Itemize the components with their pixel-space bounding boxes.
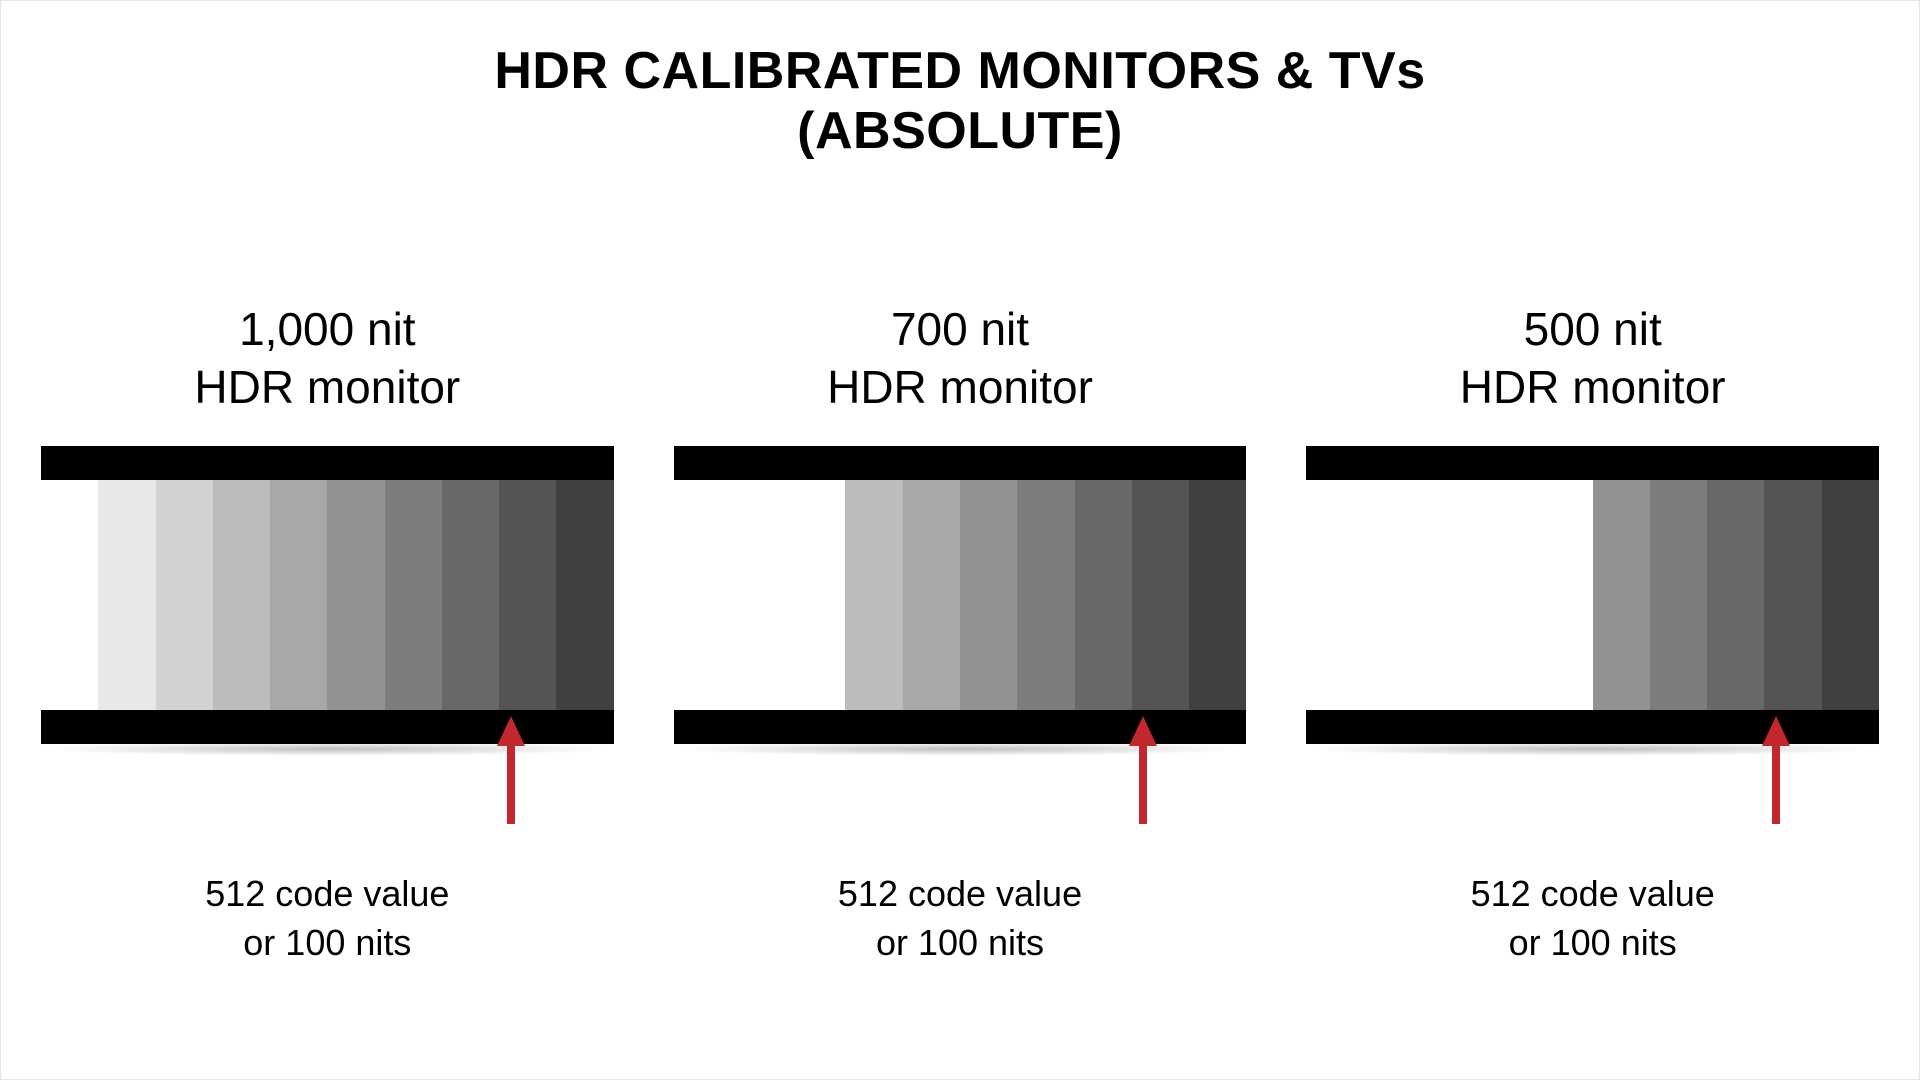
monitor-label: 500 nitHDR monitor	[1460, 301, 1726, 416]
monitor-label-line-2: HDR monitor	[827, 359, 1093, 417]
grayscale-band	[1707, 480, 1764, 710]
up-arrow-icon	[1129, 716, 1157, 824]
bezel-bottom	[41, 710, 614, 744]
bezel-top	[674, 446, 1247, 480]
monitor-label-line-1: 1,000 nit	[194, 301, 460, 359]
grayscale-band	[1650, 480, 1707, 710]
screen	[41, 480, 614, 710]
screen	[674, 480, 1247, 710]
monitor-label-line-1: 500 nit	[1460, 301, 1726, 359]
monitor-label-line-1: 700 nit	[827, 301, 1093, 359]
monitor-label: 1,000 nitHDR monitor	[194, 301, 460, 416]
monitors-row: 1,000 nitHDR monitor512 code valueor 100…	[41, 301, 1879, 967]
arrow-region	[674, 756, 1247, 866]
annotation: 512 code valueor 100 nits	[1471, 870, 1715, 967]
grayscale-band	[442, 480, 499, 710]
monitor-label-line-2: HDR monitor	[1460, 359, 1726, 417]
grayscale-band	[556, 480, 613, 710]
grayscale-band	[1075, 480, 1132, 710]
bezel-top	[41, 446, 614, 480]
grayscale-band	[674, 480, 731, 710]
annotation-line-2: or 100 nits	[838, 919, 1082, 968]
monitor-column: 700 nitHDR monitor 512 code valueor 100 n…	[674, 301, 1247, 967]
grayscale-band	[1535, 480, 1592, 710]
slide-canvas: HDR CALIBRATED MONITORS & TVs (ABSOLUTE)…	[0, 0, 1920, 1080]
monitor-label: 700 nitHDR monitor	[827, 301, 1093, 416]
display-box	[1306, 446, 1879, 744]
annotation-line-2: or 100 nits	[205, 919, 449, 968]
grayscale-band	[156, 480, 213, 710]
grayscale-band	[98, 480, 155, 710]
up-arrow-icon	[497, 716, 525, 824]
grayscale-band	[1593, 480, 1650, 710]
grayscale-band	[1364, 480, 1421, 710]
annotation-line-1: 512 code value	[205, 870, 449, 919]
drop-shadow	[674, 742, 1247, 756]
annotation: 512 code valueor 100 nits	[205, 870, 449, 967]
bezel-bottom	[1306, 710, 1879, 744]
grayscale-band	[1478, 480, 1535, 710]
drop-shadow	[1306, 742, 1879, 756]
display-box	[674, 446, 1247, 744]
bezel-top	[1306, 446, 1879, 480]
monitor-label-line-2: HDR monitor	[194, 359, 460, 417]
up-arrow-icon	[1762, 716, 1790, 824]
grayscale-band	[731, 480, 788, 710]
grayscale-band	[1421, 480, 1478, 710]
grayscale-band	[499, 480, 556, 710]
grayscale-band	[1822, 480, 1879, 710]
grayscale-band	[845, 480, 902, 710]
annotation-line-2: or 100 nits	[1471, 919, 1715, 968]
grayscale-band	[213, 480, 270, 710]
grayscale-band	[327, 480, 384, 710]
display-box	[41, 446, 614, 744]
grayscale-band	[960, 480, 1017, 710]
grayscale-band	[1764, 480, 1821, 710]
title-line-2: (ABSOLUTE)	[1, 101, 1919, 161]
grayscale-band	[1189, 480, 1246, 710]
grayscale-band	[1132, 480, 1189, 710]
annotation: 512 code valueor 100 nits	[838, 870, 1082, 967]
screen	[1306, 480, 1879, 710]
annotation-line-1: 512 code value	[838, 870, 1082, 919]
bezel-bottom	[674, 710, 1247, 744]
grayscale-band	[1017, 480, 1074, 710]
grayscale-band	[903, 480, 960, 710]
grayscale-band	[270, 480, 327, 710]
monitor-column: 500 nitHDR monitor 512 code valueor 100 n…	[1306, 301, 1879, 967]
title-line-1: HDR CALIBRATED MONITORS & TVs	[1, 41, 1919, 101]
annotation-line-1: 512 code value	[1471, 870, 1715, 919]
drop-shadow	[41, 742, 614, 756]
grayscale-band	[1306, 480, 1363, 710]
grayscale-band	[788, 480, 845, 710]
grayscale-band	[41, 480, 98, 710]
grayscale-band	[385, 480, 442, 710]
arrow-region	[41, 756, 614, 866]
arrow-region	[1306, 756, 1879, 866]
slide-title: HDR CALIBRATED MONITORS & TVs (ABSOLUTE)	[1, 41, 1919, 161]
monitor-column: 1,000 nitHDR monitor 512 code valueor 100…	[41, 301, 614, 967]
